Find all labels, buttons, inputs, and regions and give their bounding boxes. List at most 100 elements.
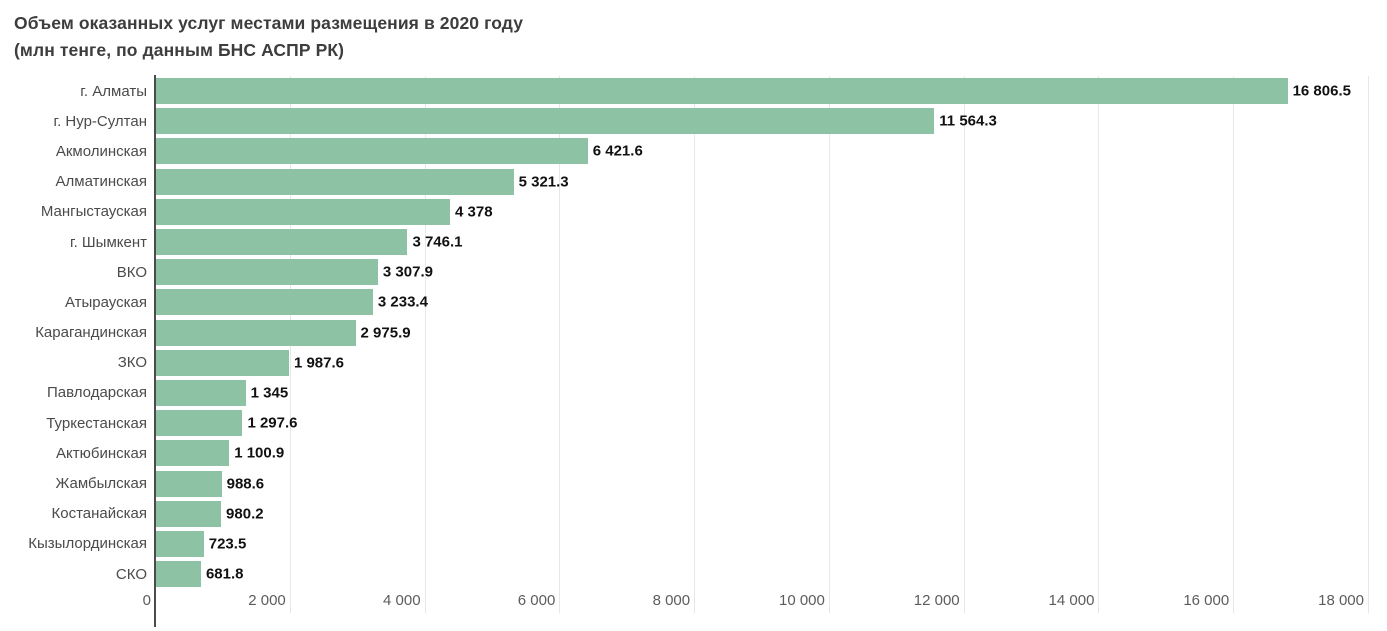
x-tick-label: 12 000 [913, 592, 960, 609]
bar-track: 2 975.9 [155, 319, 1368, 346]
bar-row: СКО 681.8 [0, 559, 1368, 589]
category-label: Атырауская [64, 293, 147, 311]
bar-track: 1 297.6 [155, 410, 1368, 437]
x-gridline [1368, 76, 1369, 613]
value-label: 5 321.3 [518, 173, 569, 191]
value-label: 723.5 [208, 535, 247, 553]
bar-row: г. Нур-Султан 11 564.3 [0, 106, 1368, 136]
value-label: 11 564.3 [939, 112, 997, 130]
bar [155, 259, 378, 286]
bar [155, 168, 514, 195]
value-label: 1 100.9 [234, 444, 285, 462]
category-label: Акмолинская [55, 142, 147, 160]
value-label: 1 987.6 [293, 354, 344, 372]
category-label: г. Нур-Султан [53, 112, 147, 130]
value-label: 3 307.9 [382, 263, 433, 281]
category-label: ЗКО [117, 354, 147, 372]
value-label: 4 378 [455, 203, 493, 221]
bar-track: 16 806.5 [155, 78, 1368, 105]
bar [155, 349, 289, 376]
bar-track: 1 100.9 [155, 440, 1368, 467]
bar [155, 78, 1288, 105]
value-label: 980.2 [226, 505, 264, 523]
category-label: г. Шымкент [69, 233, 147, 251]
chart-title: Объем оказанных услуг местами размещения… [14, 10, 523, 64]
bar-track: 1 345 [155, 379, 1368, 406]
value-label: 6 421.6 [592, 142, 643, 160]
x-gridline [559, 76, 561, 613]
bar-row: Актюбинская 1 100.9 [0, 438, 1368, 468]
bar-row: ЗКО 1 987.6 [0, 348, 1368, 378]
bar [155, 530, 204, 557]
bar-track: 3 233.4 [155, 289, 1368, 316]
bar [155, 108, 935, 135]
x-gridline [1233, 76, 1235, 613]
x-tick-label: 4 000 [383, 592, 421, 609]
category-label: г. Алматы [80, 82, 147, 100]
value-label: 2 975.9 [360, 324, 411, 342]
x-tick-label: 0 [142, 592, 151, 609]
category-label: ВКО [116, 263, 147, 281]
bar-row: Павлодарская 1 345 [0, 378, 1368, 408]
value-label: 3 233.4 [377, 293, 428, 311]
bar-row: г. Шымкент 3 746.1 [0, 227, 1368, 257]
x-gridline [694, 76, 696, 613]
category-label: Мангыстауская [40, 203, 147, 221]
bar-row: ВКО 3 307.9 [0, 257, 1368, 287]
bar [155, 138, 588, 165]
x-tick-label: 16 000 [1183, 592, 1230, 609]
value-label: 681.8 [205, 565, 244, 583]
bar [155, 561, 201, 588]
value-label: 16 806.5 [1292, 82, 1351, 100]
value-label: 3 746.1 [412, 233, 463, 251]
bar [155, 379, 246, 406]
value-label: 1 345 [250, 384, 289, 402]
bar-track: 11 564.3 [155, 108, 1368, 135]
bar-track: 4 378 [155, 198, 1368, 225]
bar-track: 1 987.6 [155, 349, 1368, 376]
bar-row: г. Алматы 16 806.5 [0, 76, 1368, 106]
bar-row: Костанайская 980.2 [0, 499, 1368, 529]
x-gridline [828, 76, 830, 613]
bar-rows: г. Алматы 16 806.5 г. Нур-Султан 11 564.… [0, 76, 1368, 589]
chart-title-line1: Объем оказанных услуг местами размещения… [14, 13, 524, 33]
bar-track: 3 746.1 [155, 229, 1368, 256]
bar [155, 319, 356, 346]
category-label: Павлодарская [47, 384, 147, 402]
bar [155, 229, 408, 256]
chart-title-line2: (млн тенге, по данным БНС АСПР РК) [14, 40, 345, 60]
bar-row: Жамбылская 988.6 [0, 468, 1368, 498]
bar-row: Акмолинская 6 421.6 [0, 136, 1368, 166]
bar-track: 5 321.3 [155, 168, 1368, 195]
x-gridline [424, 76, 426, 613]
bar-row: Туркестанская 1 297.6 [0, 408, 1368, 438]
y-axis-line [154, 75, 156, 627]
bar-track: 723.5 [155, 530, 1368, 557]
x-gridline [1098, 76, 1100, 613]
category-label: Туркестанская [46, 414, 147, 432]
x-tick-label: 10 000 [778, 592, 825, 609]
category-label: СКО [115, 565, 147, 583]
bar [155, 500, 222, 527]
x-axis-tick-labels: 0 2 000 4 000 6 000 8 000 10 000 12 000 14 000 1… [143, 592, 1368, 612]
bar-row: Кызылординская 723.5 [0, 529, 1368, 559]
x-tick-label: 18 000 [1318, 592, 1364, 609]
x-tick-label: 8 000 [652, 592, 691, 609]
category-label: Жамбылская [55, 475, 148, 493]
bar-track: 3 307.9 [155, 259, 1368, 286]
bar [155, 470, 222, 497]
x-tick-label: 14 000 [1048, 592, 1095, 609]
category-label: Костанайская [51, 505, 148, 523]
x-gridline [963, 76, 965, 613]
bar-row: Мангыстауская 4 378 [0, 197, 1368, 227]
x-tick-label: 2 000 [248, 592, 286, 609]
category-label: Карагандинская [35, 324, 147, 342]
bar-track: 6 421.6 [155, 138, 1368, 165]
bar-track: 980.2 [155, 500, 1368, 527]
bar [155, 440, 230, 467]
bar-row: Карагандинская 2 975.9 [0, 318, 1368, 348]
category-label: Актюбинская [56, 444, 147, 462]
bar-row: Атырауская 3 233.4 [0, 287, 1368, 317]
category-label: Алматинская [55, 173, 147, 191]
